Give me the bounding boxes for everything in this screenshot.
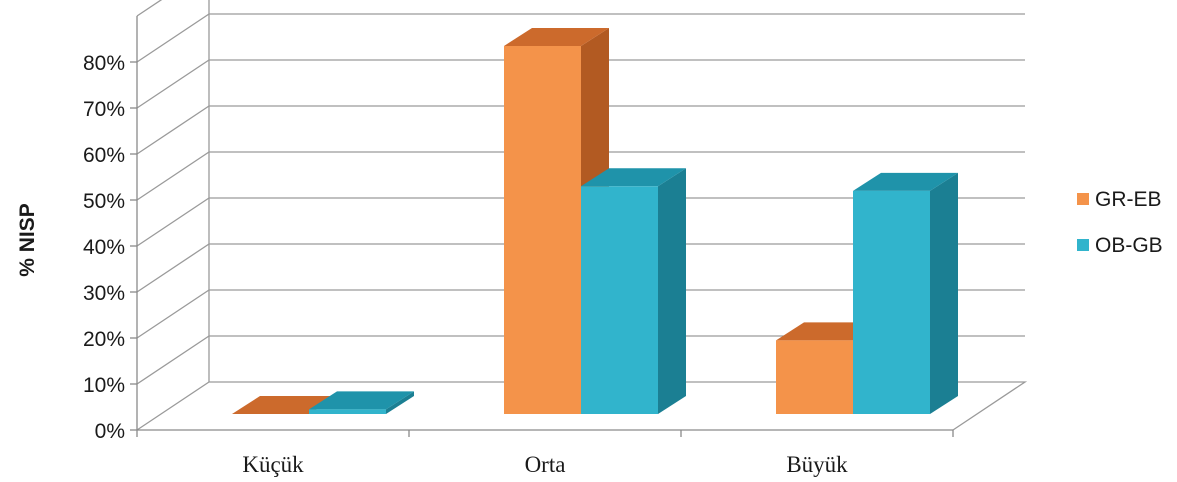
y-tick-label: 60%	[83, 144, 125, 167]
y-tick-label: 70%	[83, 98, 125, 121]
bar-side-face	[930, 172, 958, 414]
bar-front-face	[309, 409, 386, 414]
bar-top-face	[853, 172, 958, 191]
y-tick-labels: 0% 10% 20% 30% 40% 50% 60% 70% 80%	[83, 52, 125, 443]
bar-ob-gb-1	[581, 168, 686, 414]
legend: GR-EB OB-GB	[1077, 188, 1163, 257]
bar-top-face	[504, 28, 609, 46]
y-tick-label: 30%	[83, 282, 125, 305]
legend-swatch	[1077, 193, 1089, 205]
y-tick-label: 80%	[83, 52, 125, 75]
bar-ob-gb-0	[309, 391, 414, 414]
y-tick-label: 0%	[95, 420, 125, 443]
x-tick-label: Orta	[525, 452, 566, 477]
bar-top-face	[309, 391, 414, 410]
legend-swatch	[1077, 239, 1089, 251]
legend-label: GR-EB	[1095, 188, 1162, 211]
bar-ob-gb-2	[853, 172, 958, 414]
bars	[232, 28, 958, 414]
y-tick-label: 50%	[83, 190, 125, 213]
bar-front-face	[581, 186, 658, 414]
bar-front-face	[776, 340, 853, 414]
y-tick-label: 40%	[83, 236, 125, 259]
y-axis-label: % NISP	[16, 203, 39, 277]
bar-front-face	[853, 190, 930, 414]
bar-top-face	[581, 168, 686, 187]
bar-side-face	[658, 168, 686, 414]
x-tick-label: Büyük	[786, 452, 848, 477]
bar-side-face	[386, 391, 414, 414]
x-tick-label: Küçük	[242, 452, 304, 477]
category-labels: Küçük Orta Büyük	[242, 452, 848, 477]
y-tick-label: 20%	[83, 328, 125, 351]
legend-label: OB-GB	[1095, 234, 1163, 257]
y-tick-label: 10%	[83, 374, 125, 397]
bar-front-face	[504, 46, 581, 414]
